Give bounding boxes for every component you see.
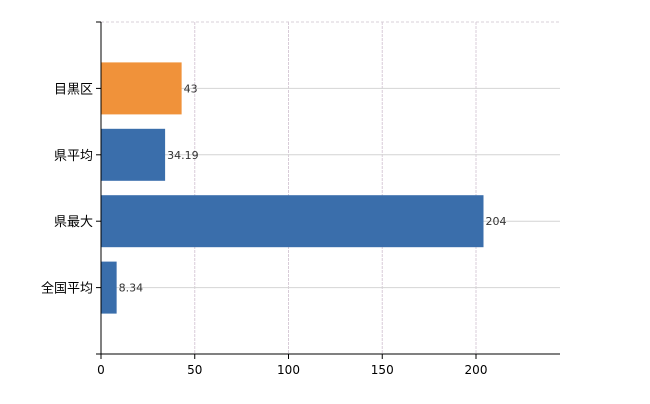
bar-0 — [101, 62, 182, 115]
bars: 43 34.19 204 8.34 — [101, 62, 507, 314]
data-label: 43 — [184, 82, 198, 95]
bar-2 — [101, 195, 484, 248]
x-tick-label: 100 — [277, 363, 300, 377]
y-tick-label: 全国平均 — [41, 281, 93, 297]
y-tick-label: 県最大 — [54, 215, 93, 230]
data-label: 8.34 — [119, 282, 144, 295]
x-tick-label: 150 — [371, 363, 394, 377]
x-tick-label: 50 — [187, 363, 202, 377]
x-tick-label: 200 — [465, 363, 488, 377]
data-label: 204 — [486, 215, 507, 228]
data-label: 34.19 — [167, 149, 199, 162]
y-tick-label: 目黒区 — [54, 82, 93, 97]
bar-3 — [101, 261, 117, 314]
bar-1 — [101, 128, 166, 181]
x-tick-label: 0 — [97, 363, 105, 377]
y-tick-label: 県平均 — [54, 149, 93, 164]
